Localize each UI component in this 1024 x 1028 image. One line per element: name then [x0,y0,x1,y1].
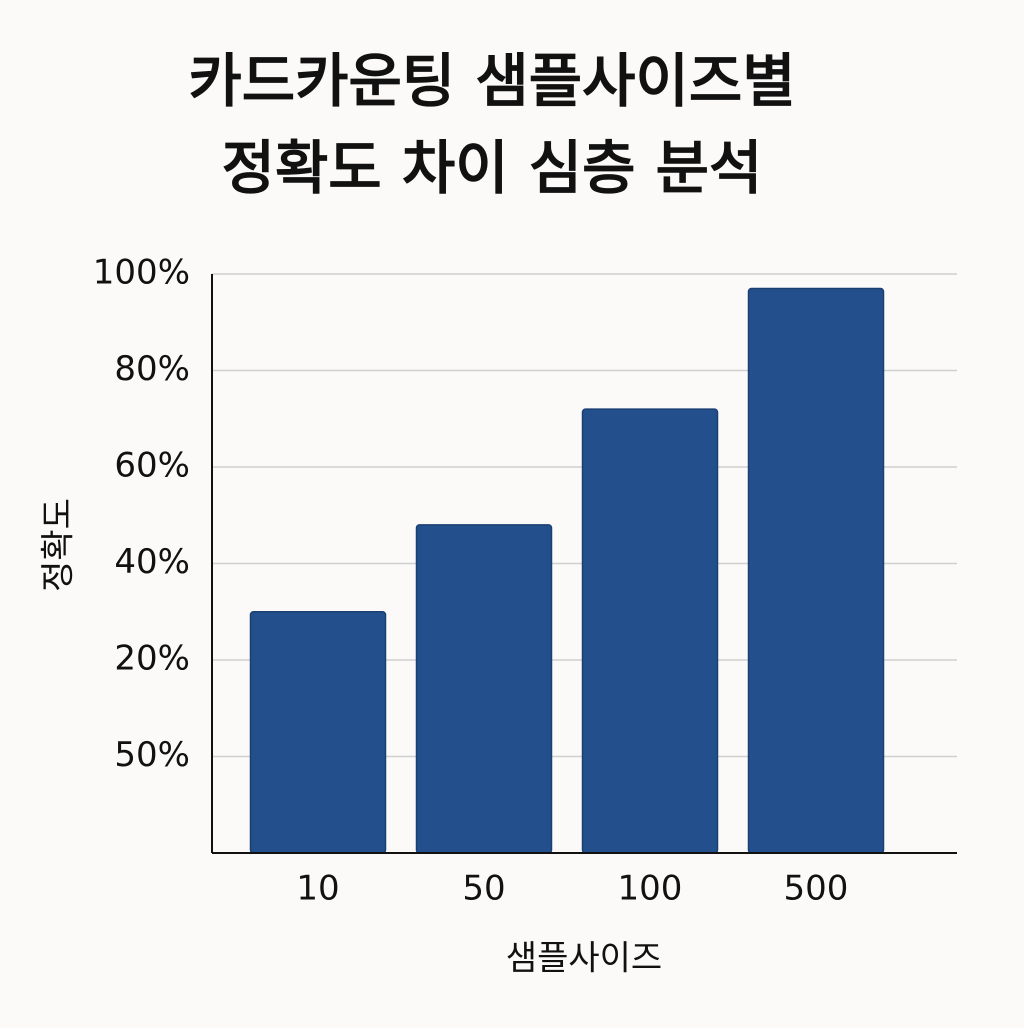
x-tick-label: 500 [784,869,849,909]
bar [415,524,553,854]
y-tick-label: 40% [114,542,190,582]
x-tick-label: 10 [296,869,339,909]
x-tick-label: 100 [618,869,683,909]
bar [249,611,387,854]
x-tick-label: 50 [462,869,505,909]
bar [581,408,719,854]
y-tick-label: 100% [93,253,190,293]
chart-title: 정확도 차이 심층 분석 [222,134,763,202]
y-tick-label: 20% [114,639,190,679]
x-axis-label: 샘플사이즈 [506,939,662,979]
bar [747,287,885,854]
y-tick-label: 80% [114,349,190,389]
chart-title: 카드카운팅 샘플사이즈별 [188,47,795,115]
y-axis-label: 정확도 [39,498,79,592]
y-tick-label: 60% [114,446,190,486]
y-tick-label: 50% [114,735,190,775]
